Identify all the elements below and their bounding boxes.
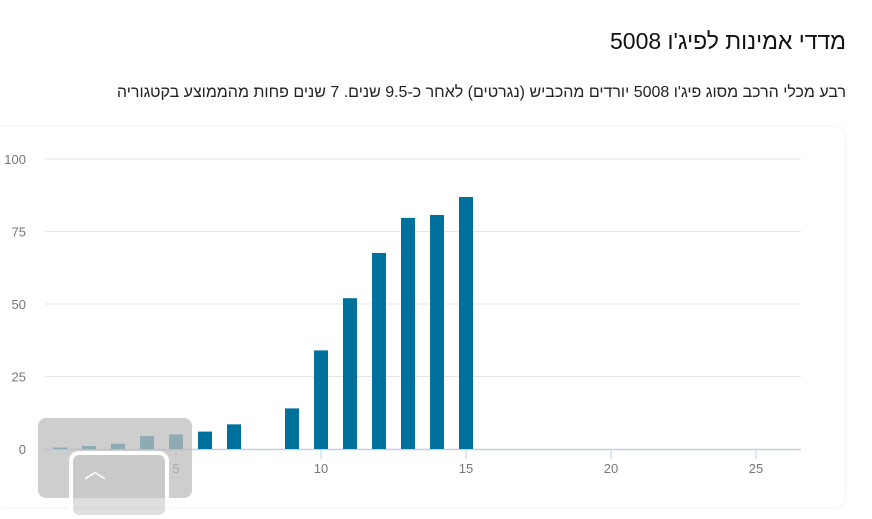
x-tick-label: 20: [604, 461, 618, 476]
bar-chart: 0255075100510152025: [4, 152, 801, 476]
y-tick-label: 50: [12, 297, 26, 312]
scroll-top-inner[interactable]: ︿: [69, 451, 169, 519]
y-tick-label: 0: [19, 442, 26, 457]
y-tick-label: 25: [12, 370, 26, 385]
bar: [401, 217, 415, 449]
scroll-top-button[interactable]: ︿: [38, 418, 192, 519]
bar: [227, 424, 241, 449]
x-tick-label: 15: [459, 461, 473, 476]
page-subtitle: רבע מכלי הרכב מסוג פיג'ו 5008 יורדים מהכ…: [116, 84, 846, 101]
chevron-up-icon: ︿: [84, 458, 107, 483]
bar: [430, 214, 444, 449]
bar: [372, 252, 386, 449]
bar: [198, 431, 212, 449]
bar: [314, 350, 328, 449]
page-title: מדדי אמינות לפיג'ו 5008: [609, 28, 846, 54]
y-tick-label: 100: [4, 152, 26, 167]
bar: [459, 196, 473, 449]
y-tick-label: 75: [12, 225, 26, 240]
bar: [343, 298, 357, 449]
x-tick-label: 10: [314, 461, 328, 476]
bar: [285, 408, 299, 449]
x-tick-label: 25: [749, 461, 763, 476]
